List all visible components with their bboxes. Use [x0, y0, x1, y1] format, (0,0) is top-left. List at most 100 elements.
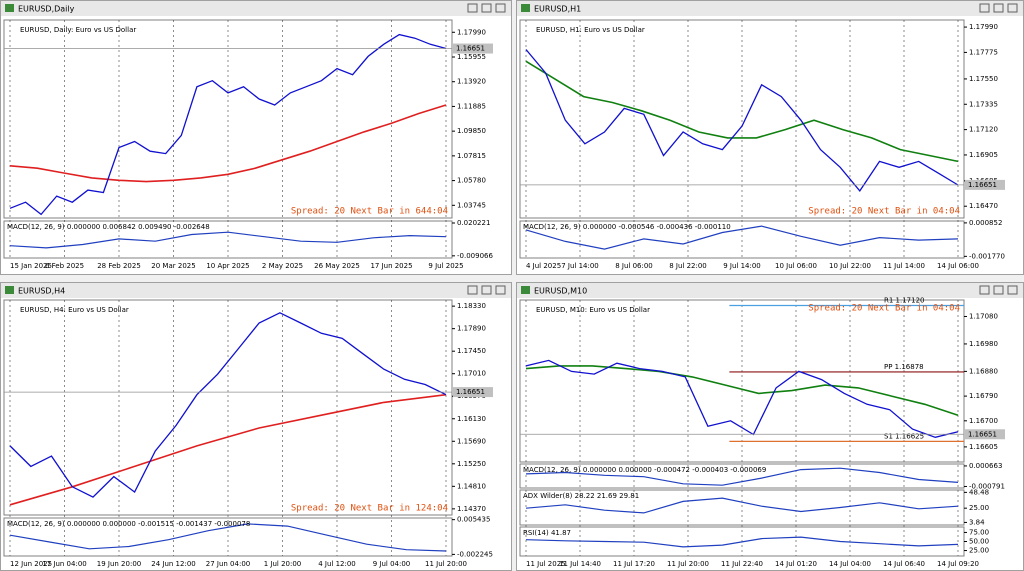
close-button[interactable]	[495, 3, 506, 13]
date-label: 10 Jul 06:00	[775, 262, 817, 270]
date-label: 11 Jul 20:00	[425, 560, 467, 568]
ma-line	[9, 393, 447, 506]
window-title: EURUSD,M10	[534, 287, 587, 296]
panel	[519, 19, 965, 219]
price-label: 1.13920	[457, 78, 486, 86]
price-label: 1.16700	[969, 417, 998, 425]
price-label: 1.16130	[457, 415, 486, 423]
window-icon	[5, 286, 14, 294]
price-label: 1.17990	[457, 28, 486, 36]
date-label: 2 May 2025	[262, 262, 303, 270]
price-label: 1.18330	[457, 302, 486, 310]
price-label: 1.16905	[969, 151, 998, 159]
price-label: 1.09850	[457, 127, 486, 135]
price-label: 1.15955	[457, 53, 486, 61]
date-label: 28 Feb 2025	[97, 262, 141, 270]
price-label: 1.17550	[969, 75, 998, 83]
spread-info: Spread: 20 Next Bar in 644:04	[291, 207, 448, 217]
date-label: 27 Jun 04:00	[206, 560, 250, 568]
date-label: 14 Jul 09:20	[937, 560, 979, 568]
indicator-line	[525, 467, 959, 486]
date-label: 4 Jul 12:00	[318, 560, 356, 568]
indicator-label: MACD(12, 26, 9) 0.000000 0.006842 0.0094…	[7, 223, 210, 231]
current-price: 1.16651	[968, 181, 997, 189]
spread-info: Spread: 20 Next Bar in 04:04	[808, 207, 960, 217]
date-label: 9 Jul 2025	[428, 262, 463, 270]
ma-line	[9, 104, 447, 183]
date-label: 11 Jul 17:20	[613, 560, 655, 568]
max-button[interactable]	[993, 3, 1004, 13]
indicator-line	[525, 536, 959, 548]
date-label: 17 Jun 2025	[370, 262, 412, 270]
sub-tick-label: 25.00	[969, 504, 989, 512]
sub-tick-label: 0.000663	[969, 462, 1002, 470]
sub-tick-label: 75.00	[969, 528, 989, 536]
date-label: 20 Mar 2025	[151, 262, 195, 270]
current-price-box	[965, 179, 1005, 190]
min-button[interactable]	[467, 285, 478, 295]
indicator-label: MACD(12, 26, 9) 0.000000 0.000000 -0.001…	[7, 520, 250, 528]
chart-header: EURUSD, H4: Euro vs US Dollar	[20, 306, 129, 314]
spread-info: Spread: 20 Next Bar in 124:04	[291, 504, 448, 514]
title-bar	[517, 283, 1023, 298]
price-label: 1.14370	[457, 505, 486, 513]
spread-info: Spread: 20 Next Bar in 04:04	[808, 304, 960, 314]
sub-tick-label: -0.001770	[969, 252, 1005, 260]
close-button[interactable]	[495, 285, 506, 295]
min-button[interactable]	[979, 3, 990, 13]
sub-tick-label: 0.005435	[457, 516, 490, 524]
indicator-label: MACD(12, 26, 9) 0.000000 0.000000 -0.000…	[523, 466, 766, 474]
sub-tick-label: -0.000791	[969, 482, 1005, 490]
indicator-label: RSI(14) 41.87	[523, 529, 571, 537]
date-label: 17 Jun 04:00	[42, 560, 86, 568]
current-price-box	[453, 43, 493, 54]
date-label: 10 Apr 2025	[206, 262, 249, 270]
price-label: 1.16605	[969, 443, 998, 451]
max-button[interactable]	[481, 3, 492, 13]
price-label: 1.03745	[457, 201, 486, 209]
date-label: 9 Jul 04:00	[373, 560, 411, 568]
window-title: EURUSD,Daily	[18, 5, 75, 14]
date-label: 6 Feb 2025	[45, 262, 84, 270]
date-label: 19 Jun 20:00	[97, 560, 141, 568]
current-price: 1.16651	[456, 388, 485, 396]
max-button[interactable]	[481, 285, 492, 295]
price-label: 1.17335	[969, 100, 998, 108]
date-label: 4 Jul 2025	[526, 262, 561, 270]
max-button[interactable]	[993, 285, 1004, 295]
sub-tick-label: 25.00	[969, 547, 989, 555]
price-label: 1.16790	[969, 392, 998, 400]
closes-line	[525, 49, 959, 192]
date-label: 11 Jul 14:00	[883, 262, 925, 270]
price-label: 1.17450	[457, 347, 486, 355]
price-label: 1.16470	[969, 202, 998, 210]
date-label: 26 May 2025	[314, 262, 360, 270]
price-label: 1.16880	[969, 367, 998, 375]
min-button[interactable]	[467, 3, 478, 13]
closes-line	[9, 312, 447, 498]
date-label: 1 Jul 20:00	[264, 560, 302, 568]
close-button[interactable]	[1007, 285, 1018, 295]
sub-tick-label: -0.002245	[457, 550, 493, 558]
price-label: 1.05780	[457, 177, 486, 185]
title-bar	[1, 283, 511, 298]
chart-header: EURUSD, M10: Euro vs US Dollar	[536, 306, 650, 314]
indicator-label: MACD(12, 26, 9) 0.000000 -0.000546 -0.00…	[523, 223, 731, 231]
current-price-box	[453, 387, 493, 398]
window-title: EURUSD,H1	[534, 5, 581, 14]
min-button[interactable]	[979, 285, 990, 295]
sub-tick-label: 50.00	[969, 538, 989, 546]
price-label: 1.16980	[969, 340, 998, 348]
price-label: 1.15690	[457, 437, 486, 445]
date-label: 11 Jul 2025	[526, 560, 566, 568]
sub-tick-label: -0.009066	[457, 252, 493, 260]
price-label: 1.07815	[457, 152, 486, 160]
sub-tick-label: 48.48	[969, 488, 989, 496]
sub-tick-label: 3.84	[969, 518, 985, 526]
window-icon	[521, 286, 530, 294]
title-bar	[1, 1, 511, 16]
panel	[3, 19, 453, 219]
close-button[interactable]	[1007, 3, 1018, 13]
current-price: 1.16651	[456, 45, 485, 53]
panel	[3, 299, 453, 516]
